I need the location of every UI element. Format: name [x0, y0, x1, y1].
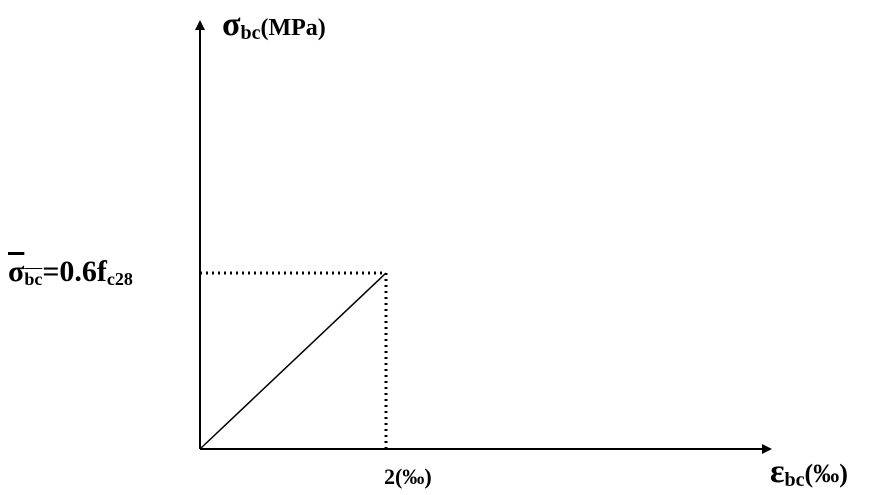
y-axis-symbol: σ	[222, 6, 241, 43]
x-tick-label: 2(‰)	[384, 464, 432, 489]
stress-limit-symbol: σ	[8, 255, 25, 288]
stress-limit-label: σbc=0.6fc28	[8, 255, 133, 289]
stress-limit-subscript: bc	[24, 269, 43, 289]
stress-strain-line	[199, 272, 387, 450]
y-axis-unit: (MPa)	[260, 15, 326, 41]
x-axis-label: εbc(‰)	[770, 453, 848, 491]
stress-limit-expression-subscript: c28	[106, 269, 133, 289]
x-axis-unit: (‰)	[804, 459, 848, 488]
x-axis-symbol: ε	[770, 453, 785, 490]
y-axis-label: σbc(MPa)	[222, 6, 326, 44]
y-axis-subscript: bc	[240, 22, 261, 44]
x-axis-subscript: bc	[784, 469, 805, 491]
stress-limit-expression: =0.6f	[42, 255, 107, 288]
